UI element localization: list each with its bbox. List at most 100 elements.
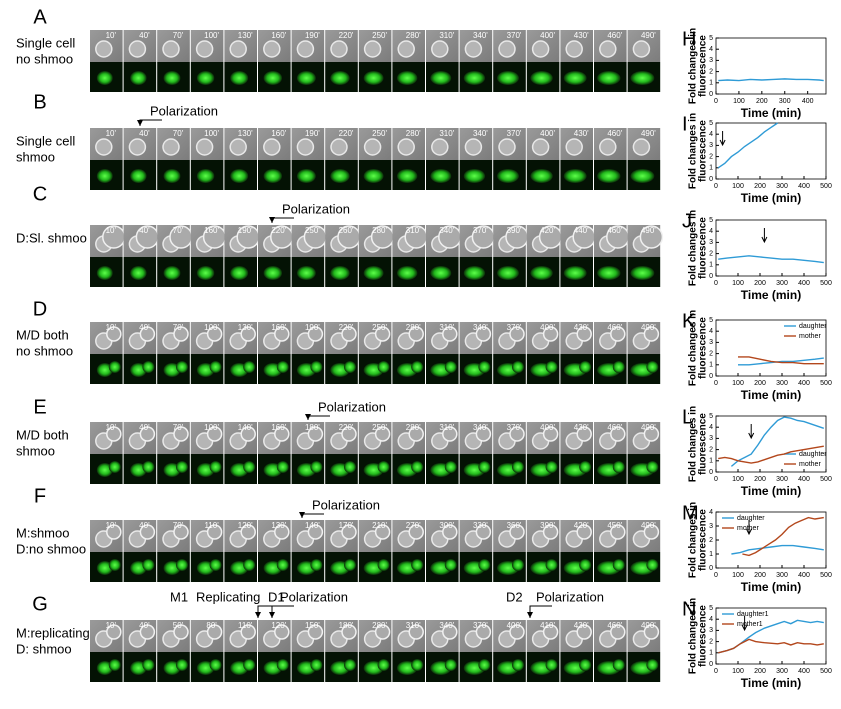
y-tick-label: 1: [709, 165, 713, 172]
fluor-cell: [378, 461, 390, 473]
y-axis-label: fluorescence: [698, 217, 709, 279]
time-label: 490': [641, 226, 656, 235]
time-label: 220': [339, 323, 354, 332]
time-label: 110': [238, 621, 253, 630]
fluor-cell: [277, 461, 289, 473]
fluor-cell: [197, 169, 215, 183]
time-label: 40': [139, 31, 150, 40]
time-label: 370': [507, 323, 522, 332]
fluor-cell: [243, 659, 255, 671]
cell: [163, 139, 179, 155]
fluor-cell: [579, 461, 591, 473]
x-tick-label: 100: [732, 476, 744, 483]
time-label: 340': [473, 31, 488, 40]
cell: [230, 41, 246, 57]
fluor-cell: [445, 659, 457, 671]
time-label: 50': [173, 621, 184, 630]
time-label: 40': [139, 621, 150, 630]
time-label: 130': [271, 521, 286, 530]
time-label: 400': [540, 129, 555, 138]
y-tick-label: 2: [709, 153, 713, 160]
y-tick-label: 1: [709, 362, 713, 369]
data-line: [718, 123, 777, 168]
time-label: 120': [271, 621, 286, 630]
time-label: 420': [540, 226, 555, 235]
fluor-cell: [564, 169, 587, 183]
time-label: 490': [641, 129, 656, 138]
fluor-cell: [464, 71, 486, 85]
time-label: 310': [406, 621, 421, 630]
fluor-cell: [210, 659, 222, 671]
data-line: [718, 639, 824, 652]
time-label: 70': [173, 129, 184, 138]
annotation: Polarization: [150, 103, 218, 118]
cell: [297, 139, 313, 155]
fluor-cell: [530, 169, 553, 183]
time-label: 490': [641, 31, 656, 40]
fluor-cell: [411, 461, 423, 473]
y-tick-label: 2: [709, 68, 713, 75]
y-tick-label: 3: [709, 142, 713, 149]
time-label: 330': [473, 521, 488, 530]
time-label: 160': [204, 226, 219, 235]
annotation: Polarization: [318, 399, 386, 414]
y-tick-label: 3: [709, 57, 713, 64]
x-tick-label: 300: [776, 668, 788, 675]
y-tick-label: 1: [709, 458, 713, 465]
time-label: 210': [372, 521, 387, 530]
fluor-cell: [97, 169, 113, 183]
y-tick-label: 1: [709, 262, 713, 269]
y-tick-label: 4: [709, 228, 713, 235]
fluor-cell: [579, 559, 591, 571]
x-tick-label: 100: [732, 280, 744, 287]
y-axis-label: fluorescence: [698, 317, 709, 379]
time-label: 70': [173, 31, 184, 40]
fluor-cell: [210, 361, 222, 373]
fluor-cell: [530, 71, 553, 85]
time-label: 250': [305, 226, 320, 235]
time-label: 70': [173, 423, 184, 432]
time-label: 190': [305, 31, 320, 40]
x-tick-label: 200: [754, 572, 766, 579]
time-label: 70': [173, 323, 184, 332]
time-label: 310': [439, 423, 454, 432]
fluor-cell: [164, 71, 181, 85]
fluor-cell: [264, 71, 283, 85]
fluor-cell: [142, 361, 154, 373]
x-axis-label: Time (min): [741, 484, 801, 498]
y-tick-label: 2: [709, 638, 713, 645]
cell: [533, 139, 549, 155]
time-label: 260': [339, 226, 354, 235]
annotation-arrow: [530, 606, 552, 618]
y-tick-label: 5: [709, 120, 713, 127]
cell: [566, 139, 582, 155]
x-tick-label: 500: [820, 668, 832, 675]
time-label: 460': [607, 423, 622, 432]
fluor-cell: [530, 266, 553, 280]
annotation-arrow: [272, 606, 294, 618]
x-tick-label: 500: [820, 183, 832, 190]
cell: [499, 139, 515, 155]
time-label: 130': [238, 31, 253, 40]
fluor-cell: [546, 361, 558, 373]
fluor-cell: [142, 461, 154, 473]
annotation: Polarization: [536, 589, 604, 604]
x-tick-label: 0: [714, 380, 718, 387]
fluor-cell: [243, 559, 255, 571]
x-tick-label: 0: [714, 476, 718, 483]
time-label: 190': [305, 129, 320, 138]
cell: [331, 139, 347, 155]
time-label: 250': [372, 129, 387, 138]
time-label: 370': [473, 621, 488, 630]
plot-frame: [716, 123, 826, 179]
y-tick-label: 2: [709, 537, 713, 544]
legend-label: mother1: [737, 621, 763, 628]
fluor-cell: [344, 659, 356, 671]
x-tick-label: 400: [798, 280, 810, 287]
fluor-cell: [512, 659, 524, 671]
fluor-cell: [397, 71, 418, 85]
cell: [365, 139, 381, 155]
y-tick-label: 0: [709, 91, 713, 98]
fluor-cell: [109, 559, 121, 571]
cell: [264, 139, 280, 155]
